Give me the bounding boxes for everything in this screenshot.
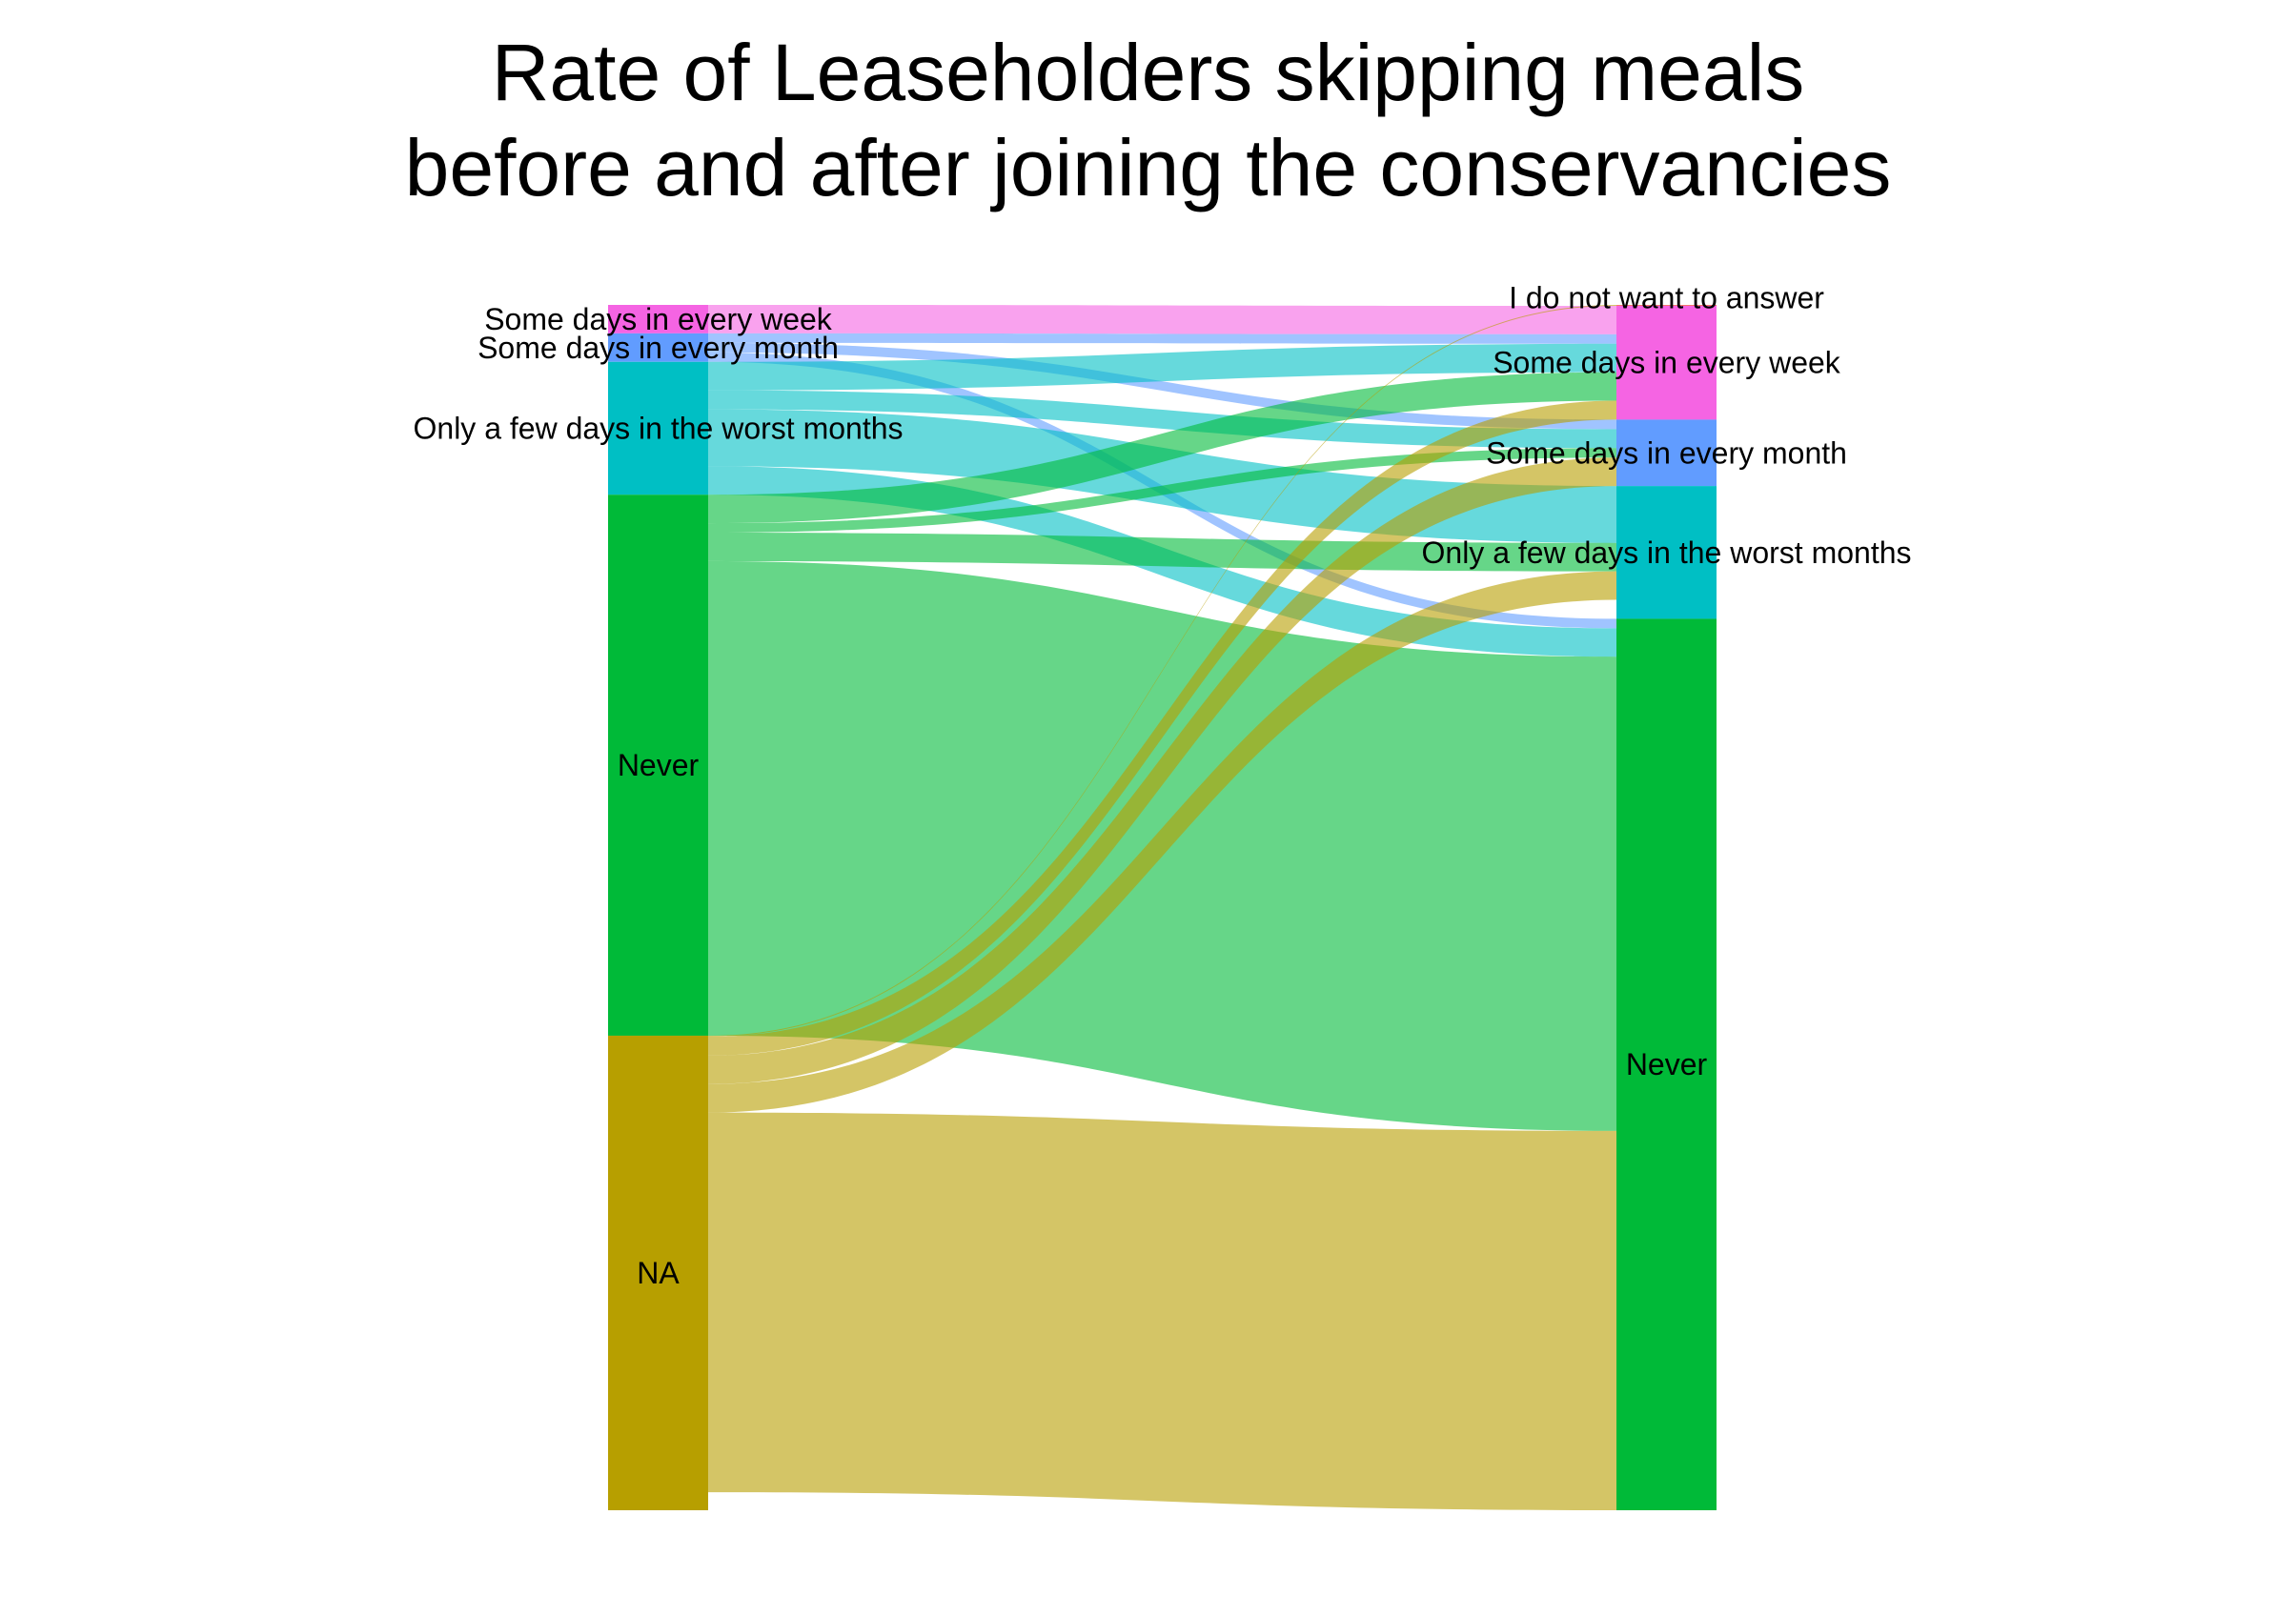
link-L_week-to-R_week bbox=[708, 305, 1616, 334]
chart-title-line-1: Rate of Leaseholders skipping meals bbox=[491, 28, 1805, 117]
link-L_month-to-R_week bbox=[708, 333, 1616, 344]
link-L_few-to-R_few bbox=[708, 409, 1616, 543]
node-label-R_never: Never bbox=[1626, 1047, 1708, 1081]
node-R_never bbox=[1616, 618, 1717, 1510]
node-L_never bbox=[608, 495, 708, 1036]
node-label-L_never: Never bbox=[618, 748, 700, 782]
chart-title: Rate of Leaseholders skipping meals befo… bbox=[0, 25, 2296, 215]
node-R_few bbox=[1616, 486, 1717, 619]
node-label-L_week: Some days in every week bbox=[484, 302, 833, 336]
node-L_few bbox=[608, 361, 708, 495]
node-L_week bbox=[608, 305, 708, 333]
link-L_never-to-R_week bbox=[708, 372, 1616, 524]
node-L_na bbox=[608, 1035, 708, 1510]
node-label-L_few: Only a few days in the worst months bbox=[414, 411, 904, 445]
chart-title-line-2: before and after joining the conservanci… bbox=[404, 123, 1892, 212]
node-R_dna bbox=[1616, 305, 1717, 306]
node-label-L_month: Some days in every month bbox=[477, 331, 839, 365]
node-label-L_na: NA bbox=[637, 1256, 680, 1290]
sankey-links bbox=[708, 305, 1616, 1510]
node-label-R_week: Some days in every week bbox=[1493, 346, 1841, 380]
link-L_na-to-R_dna bbox=[708, 305, 1616, 1037]
link-L_few-to-R_month bbox=[708, 390, 1616, 449]
link-L_never-to-R_month bbox=[708, 448, 1616, 534]
node-R_week bbox=[1616, 305, 1717, 420]
link-L_na-to-R_never bbox=[708, 1112, 1616, 1510]
sankey-nodes bbox=[608, 305, 1717, 1510]
node-label-R_month: Some days in every month bbox=[1486, 435, 1847, 470]
node-L_month bbox=[608, 333, 708, 362]
node-label-R_few: Only a few days in the worst months bbox=[1422, 535, 1912, 570]
link-L_na-to-R_month bbox=[708, 457, 1616, 1084]
node-R_month bbox=[1616, 419, 1717, 487]
link-L_month-to-R_month bbox=[708, 342, 1616, 430]
link-L_na-to-R_few bbox=[708, 571, 1616, 1113]
link-L_na-to-R_week bbox=[708, 400, 1616, 1056]
link-L_few-to-R_week bbox=[708, 343, 1616, 391]
node-label-R_dna: I do not want to answer bbox=[1509, 280, 1824, 314]
